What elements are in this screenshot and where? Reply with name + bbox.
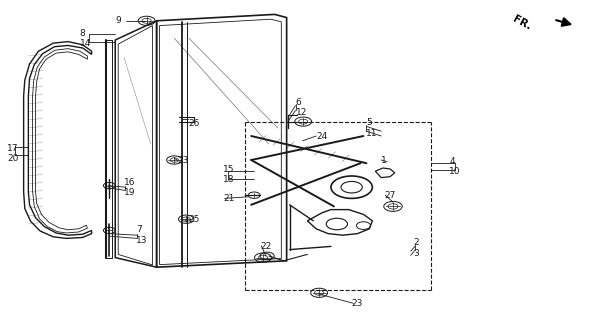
- Text: 4
10: 4 10: [449, 157, 460, 176]
- Text: 27: 27: [384, 191, 395, 200]
- Text: 23: 23: [177, 156, 189, 164]
- Text: 5
11: 5 11: [366, 118, 378, 138]
- Text: 21: 21: [223, 194, 235, 203]
- Text: 6
12: 6 12: [296, 98, 307, 117]
- Text: 26: 26: [188, 119, 199, 128]
- Text: FR.: FR.: [511, 14, 533, 32]
- Text: 24: 24: [316, 132, 327, 140]
- Text: 16
19: 16 19: [124, 178, 135, 197]
- Text: 2
3: 2 3: [414, 238, 420, 258]
- Text: 8
14: 8 14: [80, 29, 91, 48]
- Text: 7
13: 7 13: [136, 226, 147, 245]
- Text: 17
20: 17 20: [7, 144, 18, 163]
- Text: 22: 22: [260, 242, 271, 251]
- Text: 9: 9: [115, 16, 121, 25]
- Text: 1: 1: [381, 156, 387, 164]
- Text: 25: 25: [188, 215, 199, 224]
- Text: 15
18: 15 18: [223, 165, 235, 184]
- Text: 23: 23: [352, 300, 363, 308]
